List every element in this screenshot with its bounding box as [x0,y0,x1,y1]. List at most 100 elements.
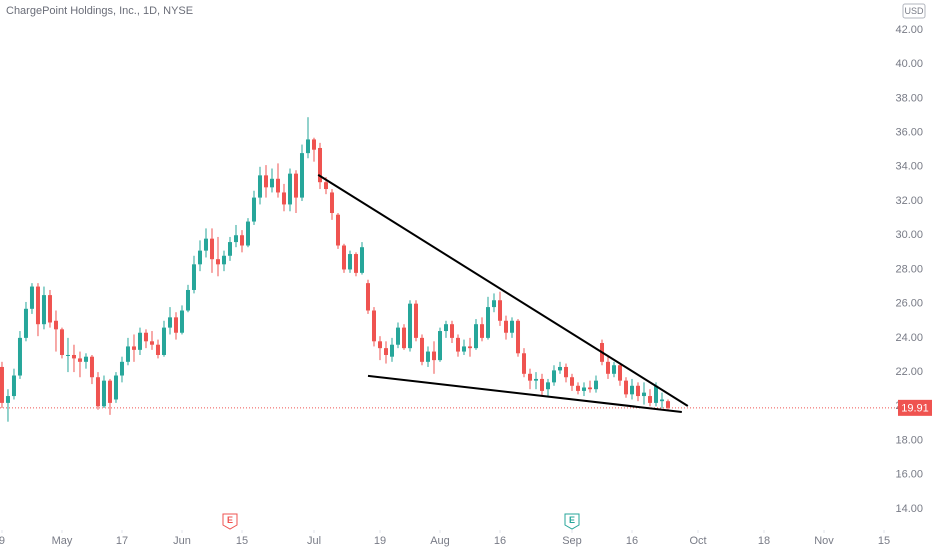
candle-body [41,295,46,325]
candle-body [257,175,262,198]
candle-body [107,380,112,403]
y-tick-label: 36.00 [895,126,923,138]
candle-body [371,310,376,342]
candle-body [329,192,334,213]
candle-body [456,337,461,352]
candle-body [468,346,473,349]
candle-body [5,396,10,403]
candle-body [648,396,653,403]
y-tick-label: 28.00 [895,263,923,275]
candle-body [239,235,244,246]
candle-body [11,375,16,397]
chart-title: ChargePoint Holdings, Inc., 1D, NYSE [6,5,193,17]
y-tick-label: 14.00 [895,503,923,515]
candle-body [227,242,232,256]
last-price-box [898,399,932,416]
candle-body [185,289,190,311]
candle-body [486,307,491,338]
candle-body [510,320,515,333]
candle-body [197,250,202,265]
candle-body [383,348,388,355]
y-tick-label: 18.00 [895,434,923,446]
candle-body [347,254,352,270]
candle-body [119,361,124,376]
candle-body [161,327,166,355]
candle-body [215,259,220,265]
x-tick-label: 18 [758,535,770,547]
x-tick-label: Aug [430,535,450,547]
candle-body [528,373,533,381]
candle-body [203,238,208,251]
y-tick-label: 42.00 [895,24,923,36]
candle-body [630,385,635,395]
y-tick-label: 34.00 [895,161,923,173]
candle-body [660,399,665,402]
candle-body [0,366,4,403]
y-tick-label: 30.00 [895,229,923,241]
candle-body [71,354,76,359]
last-price-label: 19.91 [901,402,929,414]
candle-body [407,303,412,349]
earnings-marker [564,513,580,530]
candle-body [299,153,304,198]
candle-body [209,238,214,260]
candle-body [359,247,364,273]
x-tick-label: 15 [878,535,890,547]
candle-body [654,385,659,403]
candle-body [546,382,551,390]
x-tick-label: 9 [0,535,5,547]
candle-body [251,197,256,222]
candle-body [576,385,581,391]
x-tick-label: May [52,535,73,547]
y-tick-label: 38.00 [895,92,923,104]
candle-body [131,346,136,350]
candle-body [395,327,400,345]
candle-body [59,329,64,355]
candle-body [558,366,563,371]
candle-body [77,358,82,362]
candle-body [612,365,617,374]
x-tick-label: Oct [689,535,706,547]
candle-body [113,375,118,400]
candle-body [504,320,509,333]
candle-body [293,173,298,198]
candle-body [413,303,418,338]
candle-body [233,235,238,243]
x-tick-label: 15 [236,535,248,547]
candle-body [155,344,160,355]
candle-body [365,283,370,311]
candle-body [570,377,575,386]
x-tick-label: Sep [562,535,582,547]
x-tick-label: 17 [116,535,128,547]
candle-body [335,214,340,246]
candle-body [311,139,316,150]
y-tick-label: 22.00 [895,366,923,378]
candle-body [179,310,184,333]
x-tick-label: Jul [307,535,321,547]
candle-body [642,392,647,397]
currency-box [902,3,926,19]
currency: USD [904,6,924,16]
candle-body [498,300,503,321]
candle-body [341,245,346,270]
candle-body [443,324,448,332]
earnings-label: E [569,515,575,525]
candle-body [516,320,521,354]
candle-body [47,295,52,323]
candle-body [23,308,28,338]
candle-body [167,317,172,328]
y-tick-label: 24.00 [895,332,923,344]
candle-body [564,366,569,378]
y-tick-label: 32.00 [895,195,923,207]
x-tick-label: 16 [494,535,506,547]
candle-body [191,264,196,290]
candle-body [389,344,394,357]
candle-body [522,353,527,374]
candle-body [624,380,629,395]
x-tick-label: Jun [173,535,191,547]
candle-body [317,147,322,183]
candle-body [125,346,130,362]
trendline [317,173,689,407]
